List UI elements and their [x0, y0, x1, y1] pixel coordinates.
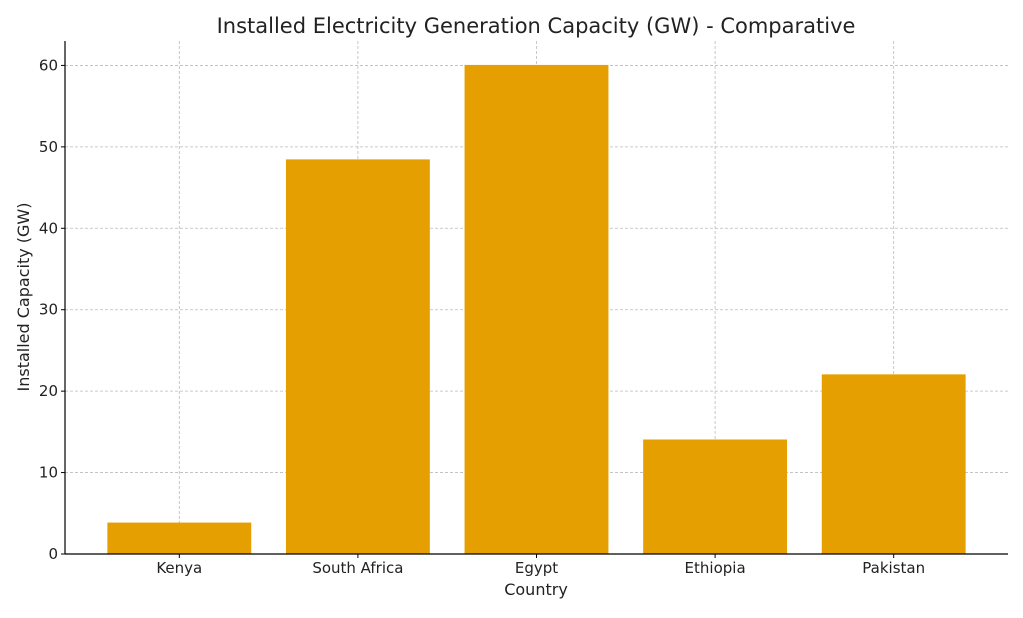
chart-title: Installed Electricity Generation Capacit… — [217, 14, 856, 38]
bar-egypt — [464, 64, 609, 555]
bar-kenya — [107, 522, 252, 555]
y-tick-label: 50 — [39, 138, 58, 156]
bar-south-africa — [285, 159, 430, 555]
bar-pakistan — [821, 374, 966, 555]
y-tick-label: 20 — [39, 382, 58, 400]
bar-ethiopia — [643, 439, 788, 555]
y-tick-label: 60 — [39, 56, 58, 74]
x-tick-label: Pakistan — [862, 559, 925, 577]
y-tick-label: 30 — [39, 301, 58, 319]
x-axis-label: Country — [504, 580, 568, 599]
y-tick-label: 0 — [48, 545, 58, 563]
bars — [107, 64, 966, 555]
y-axis-label: Installed Capacity (GW) — [14, 203, 33, 392]
x-tick-label: South Africa — [312, 559, 403, 577]
x-tick-label: Egypt — [515, 559, 558, 577]
y-tick-label: 40 — [39, 219, 58, 237]
x-tick-label: Ethiopia — [685, 559, 746, 577]
y-tick-label: 10 — [39, 464, 58, 482]
x-tick-label: Kenya — [156, 559, 202, 577]
ticks: 0 10 20 30 40 50 60 Kenya South Africa Egypt Ethio… — [39, 56, 925, 577]
